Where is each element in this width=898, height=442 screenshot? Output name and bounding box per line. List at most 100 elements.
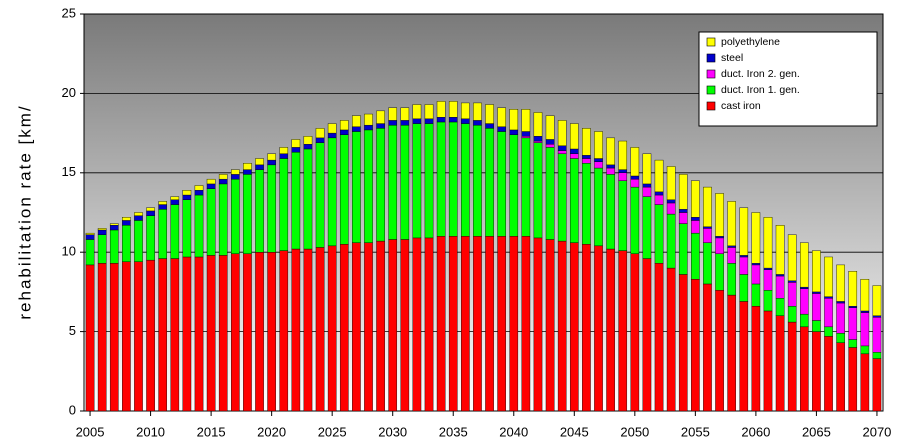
bar-segment (255, 169, 264, 253)
bar-segment (678, 274, 688, 412)
bar-segment (715, 236, 724, 239)
bar-segment (521, 236, 531, 412)
bar-segment (509, 236, 519, 412)
bar-segment (400, 124, 410, 240)
bar-segment (461, 102, 470, 120)
bar-segment (727, 201, 736, 247)
x-tick-label: 2020 (257, 424, 286, 439)
bar-segment (122, 217, 131, 221)
bar-segment (775, 315, 785, 412)
bar-segment (630, 186, 640, 254)
bar-segment (630, 175, 640, 180)
bar-segment (799, 313, 809, 328)
bar-segment (497, 131, 506, 237)
bar-segment (170, 258, 180, 412)
bar-segment (666, 213, 676, 269)
bar-segment (678, 212, 688, 224)
bar-segment (569, 158, 579, 243)
bar-segment (545, 144, 555, 148)
bar-segment (400, 120, 410, 126)
bar-segment (436, 121, 446, 237)
bar-segment (376, 128, 385, 242)
bar-segment (461, 118, 470, 124)
bar-segment (521, 109, 531, 132)
x-tick-label: 2060 (741, 424, 770, 439)
bar-segment (654, 159, 664, 193)
bar-segment (267, 251, 276, 412)
bar-segment (739, 256, 749, 275)
bar-segment (594, 158, 603, 162)
bar-segment (509, 129, 519, 135)
bar-segment (400, 107, 410, 121)
bar-segment (291, 248, 301, 412)
bar-segment (448, 117, 458, 123)
bar-segment (473, 102, 482, 121)
bar-segment (194, 194, 204, 258)
bar-segment (255, 251, 264, 412)
bar-segment (812, 320, 821, 332)
bar-segment (158, 201, 168, 205)
bar-segment (533, 140, 543, 143)
bar-segment (170, 196, 180, 200)
bar-segment (400, 239, 410, 412)
legend-label: duct. Iron 1. gen. (721, 84, 800, 96)
bar-segment (848, 271, 858, 307)
bar-segment (109, 229, 119, 264)
bar-segment (642, 186, 652, 197)
bar-segment (206, 183, 216, 189)
legend-label: steel (721, 52, 743, 64)
bar-segment (763, 310, 773, 412)
bar-segment (594, 167, 603, 247)
bar-segment (170, 199, 180, 205)
bar-segment (509, 109, 519, 131)
bar-segment (218, 183, 228, 256)
bar-segment (424, 104, 434, 120)
bar-segment (594, 161, 603, 169)
bar-segment (872, 315, 882, 318)
bar-segment (291, 151, 301, 250)
bar-segment (545, 239, 555, 412)
bar-segment (85, 239, 95, 266)
x-tick-label: 2015 (197, 424, 226, 439)
legend-swatch (706, 69, 716, 79)
bar-segment (824, 256, 833, 297)
bar-segment (739, 255, 749, 258)
bar-segment (97, 234, 107, 264)
bar-segment (352, 115, 361, 127)
bar-segment (666, 202, 676, 215)
bar-segment (727, 245, 736, 248)
bar-segment (569, 153, 579, 159)
bar-segment (582, 128, 591, 156)
bar-segment (364, 242, 373, 412)
bar-segment (206, 188, 216, 256)
bar-segment (303, 248, 313, 412)
bar-segment (715, 253, 724, 291)
bar-segment (545, 139, 555, 145)
bar-segment (775, 225, 785, 275)
bar-segment (327, 123, 337, 134)
legend-label: cast iron (721, 100, 761, 112)
bar-segment (267, 159, 276, 166)
y-tick-label: 20 (62, 85, 76, 100)
bar-segment (146, 259, 155, 412)
bar-segment (691, 220, 700, 234)
bar-segment (218, 255, 228, 412)
bar-segment (109, 263, 119, 412)
bar-segment (206, 178, 216, 185)
bar-segment (642, 153, 652, 185)
bar-segment (170, 204, 180, 259)
bar-segment (739, 207, 749, 256)
bar-segment (424, 237, 434, 412)
bar-segment (146, 210, 155, 216)
bar-segment (255, 164, 264, 170)
bar-segment (339, 129, 349, 135)
bar-segment (85, 232, 95, 235)
bar-segment (824, 326, 833, 337)
bar-segment (194, 256, 204, 412)
bar-segment (122, 225, 131, 262)
bar-segment (654, 204, 664, 264)
bar-segment (848, 339, 858, 348)
bar-segment (436, 101, 446, 118)
y-tick-label: 5 (69, 323, 76, 338)
bar-segment (751, 263, 761, 266)
